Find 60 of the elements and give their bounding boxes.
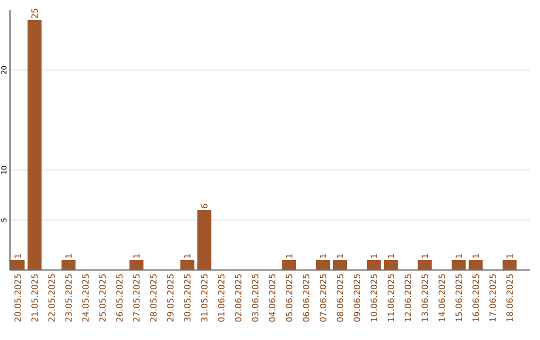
bar — [332, 260, 347, 270]
x-tick-label: 10.06.2025 — [370, 274, 378, 322]
x-tick-label: 05.06.2025 — [286, 274, 292, 322]
bar — [62, 260, 76, 270]
bar — [28, 20, 42, 270]
x-tick-label: 03.06.2025 — [252, 274, 258, 322]
x-tick-label: 16.06.2025 — [472, 274, 479, 322]
x-tick-label: 17.06.2025 — [489, 274, 496, 322]
x-tick-label: 21.05.2025 — [31, 274, 38, 322]
data-label: 1 — [456, 254, 462, 258]
x-tick-label: 20.05.2025 — [14, 274, 21, 322]
bar — [129, 260, 144, 270]
data-label: 1 — [370, 254, 378, 258]
bar — [384, 260, 398, 270]
bar — [418, 260, 432, 270]
x-tick-label: 06.06.2025 — [302, 274, 310, 322]
x-tick-label: 15.06.2025 — [456, 274, 462, 322]
data-label: 1 — [336, 254, 344, 258]
x-tick-label: 09.06.2025 — [354, 274, 360, 322]
data-label: 1 — [320, 254, 326, 258]
x-tick-label: 28.05.2025 — [150, 274, 157, 322]
x-tick-label: 11.06.2025 — [388, 274, 394, 322]
data-label: 1 — [422, 254, 428, 258]
data-label: 1 — [14, 254, 21, 258]
x-tick-label: 04.06.2025 — [268, 274, 276, 322]
x-tick-label: 07.06.2025 — [320, 274, 326, 322]
data-label: 1 — [286, 254, 292, 258]
data-label: 1 — [506, 254, 513, 258]
bar — [502, 260, 517, 270]
data-label: 6 — [201, 204, 208, 208]
bar — [197, 210, 212, 270]
x-tick-label: 23.05.2025 — [65, 274, 72, 322]
x-tick-label: 12.06.2025 — [404, 274, 412, 322]
x-tick-label: 01.06.2025 — [218, 274, 224, 322]
data-label: 1 — [388, 254, 394, 258]
bar — [316, 260, 330, 270]
x-tick-label: 27.05.2025 — [133, 274, 140, 322]
x-tick-label: 22.05.2025 — [48, 274, 55, 322]
x-tick-label: 31.05.2025 — [201, 274, 208, 322]
x-tick-label: 08.06.2025 — [336, 274, 344, 322]
bar — [468, 260, 483, 270]
data-label: 25 — [31, 8, 38, 18]
x-tick-label: 14.06.2025 — [438, 274, 446, 322]
x-tick-label: 02.06.2025 — [234, 274, 242, 322]
x-tick-label: 29.05.2025 — [167, 274, 174, 322]
x-tick-label: 13.06.2025 — [422, 274, 428, 322]
data-label: 1 — [472, 254, 479, 258]
bar — [282, 260, 296, 270]
x-tick-label: 25.05.2025 — [99, 274, 106, 322]
x-tick-label: 26.05.2025 — [116, 274, 123, 322]
x-tick-label: 24.05.2025 — [82, 274, 89, 322]
bar — [452, 260, 466, 270]
x-tick-label: 30.05.2025 — [184, 274, 191, 322]
x-tick-label: 18.06.2025 — [506, 274, 513, 322]
data-label: 1 — [133, 254, 140, 258]
data-label: 1 — [65, 254, 72, 258]
bar — [180, 260, 194, 270]
data-label: 1 — [184, 254, 190, 258]
bar — [366, 260, 381, 270]
bar — [10, 260, 25, 270]
